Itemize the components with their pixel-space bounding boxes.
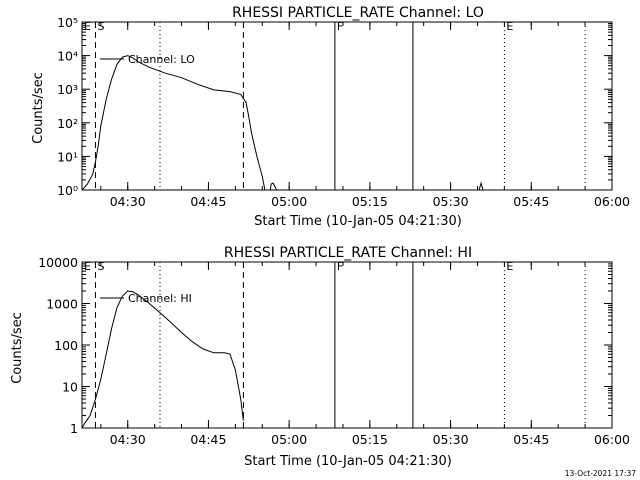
panel-title-hi: RHESSI PARTICLE_RATE Channel: HI [224, 245, 472, 261]
x-tick-label: 04:45 [190, 432, 226, 447]
x-tick-label: 05:00 [271, 432, 307, 447]
event-marker-label: F [337, 20, 343, 33]
event-marker-label: E [84, 20, 91, 33]
x-axis-ticks-hi: 04:30 04:45 05:00 05:15 05:30 05:45 06:00 [100, 262, 630, 447]
x-tick-label: 05:00 [271, 194, 307, 209]
panel-title-lo: RHESSI PARTICLE_RATE Channel: LO [232, 5, 484, 21]
x-axis-label-hi: Start Time (10-Jan-05 04:21:30) [244, 454, 452, 469]
series-hi [81, 290, 244, 429]
y-tick-label: 1000 [46, 297, 78, 312]
plot-frame-hi [81, 261, 613, 429]
event-marker-label: E [84, 260, 91, 273]
plot-frame-lo [81, 21, 613, 191]
x-tick-label: 04:45 [190, 194, 226, 209]
y-tick-label: 10⁰ [57, 183, 78, 198]
legend-label-hi: Channel: HI [128, 292, 192, 305]
event-marker-label: E [506, 260, 513, 273]
x-tick-label: 05:45 [513, 194, 549, 209]
y-tick-label: 10000 [38, 255, 78, 270]
y-tick-label: 10⁵ [57, 15, 78, 30]
x-tick-label: 04:30 [110, 194, 146, 209]
y-tick-label: 10 [62, 380, 78, 395]
x-tick-label: 06:00 [594, 194, 630, 209]
y-tick-label: 10² [57, 116, 78, 131]
y-tick-label: 10¹ [57, 149, 78, 164]
y-tick-label: 1 [70, 421, 78, 436]
y-axis-ticks-lo: 10⁰ 10¹ 10² 10³ 10⁴ 10⁵ [57, 15, 612, 198]
legend-hi: Channel: HI [100, 292, 192, 305]
series-line [81, 290, 244, 429]
event-marker-label: F [337, 260, 343, 273]
x-tick-label: 05:30 [433, 432, 469, 447]
series-line [81, 55, 278, 191]
y-tick-label: 100 [54, 338, 78, 353]
x-tick-label: 04:30 [110, 432, 146, 447]
x-axis-label-lo: Start Time (10-Jan-05 04:21:30) [254, 214, 462, 229]
legend-label-lo: Channel: LO [128, 53, 195, 66]
y-tick-label: 10³ [57, 82, 78, 97]
y-axis-label-hi: Counts/sec [10, 312, 25, 384]
y-axis-label-lo: Counts/sec [31, 72, 46, 144]
series-lo [81, 55, 484, 191]
x-axis-ticks-lo: 04:30 04:45 05:00 05:15 05:30 05:45 06:00 [100, 22, 630, 209]
x-tick-label: 06:00 [594, 432, 630, 447]
generation-timestamp: 13-Oct-2021 17:37 [565, 469, 636, 478]
y-tick-label: 10⁴ [57, 49, 78, 64]
panel-lo-channel: RHESSI PARTICLE_RATE Channel: LO Start T… [31, 5, 630, 229]
series-spike [478, 181, 484, 191]
panel-hi-channel: RHESSI PARTICLE_RATE Channel: HI Start T… [10, 245, 630, 469]
event-marker-label: S [97, 20, 104, 33]
legend-lo: Channel: LO [100, 53, 195, 66]
y-axis-ticks-hi: 1 10 100 1000 10000 [38, 255, 612, 436]
x-tick-label: 05:45 [513, 432, 549, 447]
x-tick-label: 05:15 [352, 432, 388, 447]
event-marker-label: E [506, 20, 513, 33]
x-tick-label: 05:30 [433, 194, 469, 209]
x-tick-label: 05:15 [352, 194, 388, 209]
event-marker-label: S [97, 260, 104, 273]
